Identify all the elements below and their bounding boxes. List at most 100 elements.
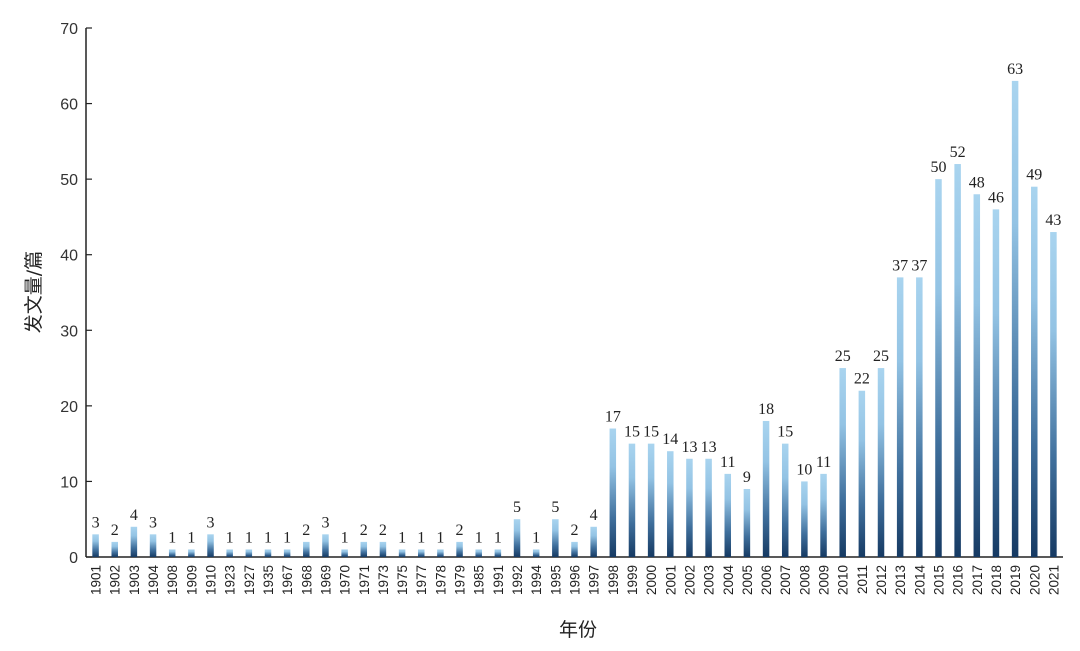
x-tick-label: 1971 [357, 565, 372, 595]
bar [130, 526, 138, 557]
bar [532, 549, 540, 557]
data-label: 37 [911, 257, 927, 274]
bar [437, 549, 444, 557]
x-tick-label: 1973 [376, 565, 391, 595]
data-label: 2 [379, 522, 387, 539]
x-axis-title: 年份 [559, 619, 597, 641]
data-label: 37 [892, 257, 908, 274]
x-tick-label: 1910 [204, 565, 219, 595]
data-label: 15 [777, 424, 793, 441]
data-label: 1 [417, 529, 425, 546]
x-tick-label: 1991 [491, 565, 506, 595]
data-label: 2 [360, 522, 368, 539]
x-tick-label: 2007 [778, 565, 793, 595]
x-tick-label: 2016 [951, 565, 966, 595]
data-label: 3 [92, 514, 100, 531]
bar [513, 519, 521, 557]
data-label: 1 [245, 529, 253, 546]
data-label: 46 [988, 189, 1004, 206]
data-label: 2 [111, 522, 119, 539]
y-tick-label: 20 [60, 399, 78, 416]
data-label: 3 [207, 514, 215, 531]
data-label: 13 [701, 439, 717, 456]
data-label: 48 [969, 174, 985, 191]
x-tick-label: 2004 [721, 565, 736, 596]
x-tick-label: 1997 [587, 565, 602, 595]
bar [762, 420, 770, 557]
x-tick-label: 1969 [318, 565, 333, 595]
data-label: 22 [854, 371, 870, 388]
bar [475, 549, 482, 557]
y-tick-label: 30 [60, 323, 78, 340]
bar [705, 458, 712, 557]
bar [724, 473, 732, 557]
bar [226, 549, 233, 557]
x-tick-label: 1903 [127, 565, 142, 595]
data-label: 43 [1045, 212, 1061, 229]
bar [207, 534, 214, 557]
bar [820, 473, 827, 557]
data-label: 1 [532, 529, 540, 546]
data-label: 17 [605, 409, 621, 426]
x-tick-label: 1985 [472, 565, 487, 595]
data-label: 63 [1007, 61, 1023, 78]
data-label: 1 [475, 529, 483, 546]
data-label: 1 [436, 529, 444, 546]
y-tick-label: 10 [60, 474, 78, 491]
x-tick-label: 1998 [606, 565, 621, 595]
x-tick-label: 1968 [299, 565, 314, 595]
x-tick-label: 2014 [912, 565, 927, 596]
bar [264, 549, 272, 557]
data-label: 13 [681, 439, 697, 456]
bar [839, 368, 846, 557]
data-label: 11 [816, 454, 831, 471]
data-label: 2 [571, 522, 579, 539]
x-tick-label: 1927 [242, 565, 257, 595]
bar [801, 481, 808, 557]
bar [858, 390, 866, 557]
data-label: 1 [398, 529, 406, 546]
data-label: 1 [494, 529, 502, 546]
y-tick-label: 50 [60, 172, 78, 189]
y-tick-label: 70 [60, 21, 78, 38]
data-label: 1 [283, 529, 291, 546]
bars [92, 80, 1057, 558]
bar [1031, 186, 1038, 557]
bar [954, 164, 961, 557]
x-tick-label: 1970 [338, 565, 353, 595]
bar [571, 541, 578, 557]
x-tick-label: 1992 [510, 565, 525, 595]
x-tick-label: 2008 [797, 565, 812, 595]
data-label: 1 [168, 529, 176, 546]
bar [456, 541, 463, 557]
bar [590, 526, 597, 557]
data-label: 1 [264, 529, 272, 546]
bar [647, 443, 655, 557]
bar [283, 549, 291, 557]
data-label: 25 [835, 348, 851, 365]
bar [149, 534, 157, 557]
bar [992, 209, 1000, 557]
x-tick-label: 2011 [855, 565, 870, 594]
x-tick-label: 2012 [874, 565, 889, 595]
data-label: 1 [341, 529, 349, 546]
x-tick-label: 1935 [261, 565, 276, 595]
x-tick-labels: 1901 1902 1903 1904 1908 1909 1910 1923 1927 1935… [89, 565, 1062, 596]
bar [877, 368, 885, 557]
data-label: 4 [590, 507, 598, 524]
bar [360, 541, 368, 557]
bar [494, 549, 502, 557]
x-tick-label: 1902 [108, 565, 123, 595]
bar [322, 534, 329, 557]
bar [781, 443, 789, 557]
x-tick-label: 2021 [1046, 565, 1061, 595]
y-tick-label: 60 [60, 97, 78, 114]
bar [398, 549, 406, 557]
x-tick-label: 2002 [682, 565, 697, 595]
x-tick-label: 2006 [759, 565, 774, 595]
y-tick-label: 40 [60, 248, 78, 265]
x-tick-label: 1909 [184, 565, 199, 595]
x-tick-label: 2018 [989, 565, 1004, 595]
